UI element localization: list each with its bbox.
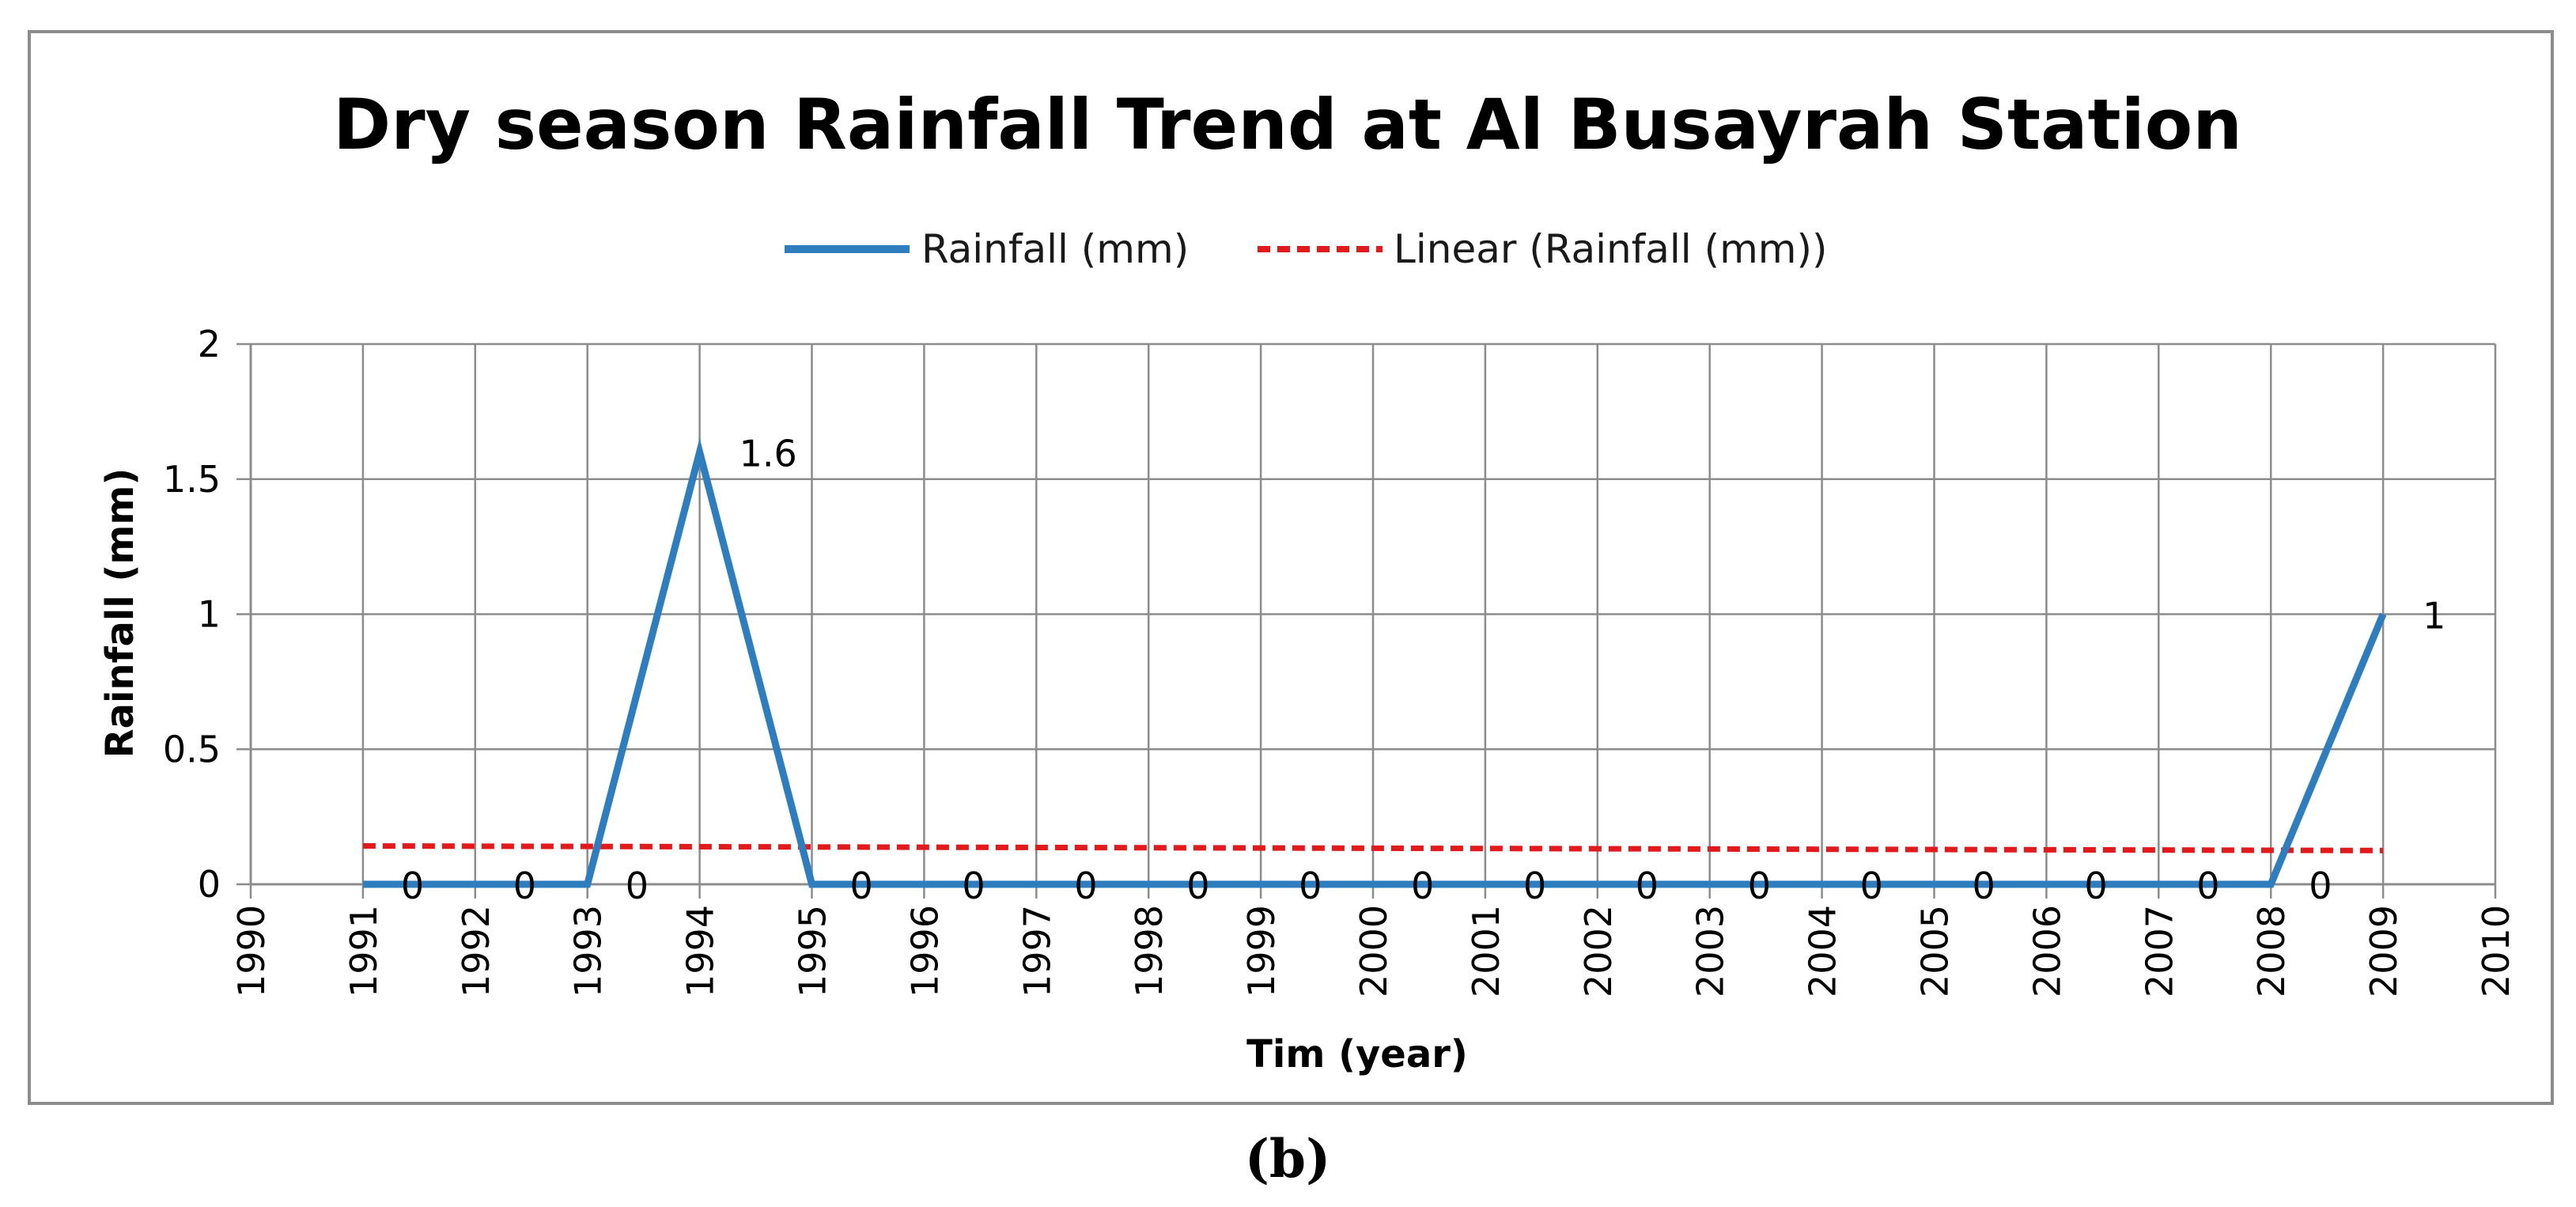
data-label: 0 (962, 865, 985, 907)
x-tick-label: 2010 (2475, 905, 2517, 997)
data-label: 0 (1860, 865, 1883, 907)
data-label: 0 (1523, 865, 1546, 907)
x-tick-label: 2002 (1577, 905, 1620, 997)
x-axis-title: Tim (year) (1246, 1032, 1468, 1076)
figure-caption: (b) (1245, 1128, 1331, 1190)
data-label: 0 (1074, 865, 1097, 907)
x-tick-label: 1998 (1128, 905, 1171, 997)
x-tick-label: 1994 (679, 905, 722, 997)
x-tick-label: 2003 (1689, 905, 1732, 997)
data-label: 1 (2423, 595, 2445, 638)
x-tick-label: 2008 (2250, 905, 2293, 997)
data-label: 0 (2196, 865, 2219, 907)
data-label: 0 (626, 865, 649, 907)
data-label: 0 (1299, 865, 1322, 907)
grid-lines (251, 344, 2495, 884)
chart-title: Dry season Rainfall Trend at Al Busayrah… (333, 84, 2242, 165)
data-label: 0 (850, 865, 873, 907)
legend-label-rainfall: Rainfall (mm) (921, 226, 1189, 272)
x-tick-label: 2004 (1802, 905, 1844, 997)
data-label: 0 (1411, 865, 1434, 907)
data-label: 0 (1186, 865, 1209, 907)
y-axis-title: Rainfall (mm) (98, 468, 142, 759)
x-tick-label: 2009 (2362, 905, 2405, 997)
x-tick-label: 1999 (1240, 905, 1283, 997)
x-tick-label: 1993 (567, 905, 610, 997)
data-label: 0 (1636, 865, 1659, 907)
x-tick-label: 1990 (230, 905, 273, 997)
data-label: 0 (401, 865, 424, 907)
x-tick-label: 1991 (342, 905, 385, 997)
data-label: 0 (2309, 865, 2332, 907)
x-tick-label: 1992 (455, 905, 497, 997)
x-tick-label: 2005 (1914, 905, 1957, 997)
x-tick-label: 2000 (1352, 905, 1395, 997)
data-label: 0 (1748, 865, 1771, 907)
x-tick-label: 2007 (2138, 905, 2181, 997)
data-label: 0 (513, 865, 536, 907)
y-tick-label: 2 (198, 323, 221, 365)
legend-label-linear-trend: Linear (Rainfall (mm)) (1394, 226, 1828, 272)
y-tick-label: 0 (198, 863, 221, 906)
x-tick-label: 1997 (1016, 905, 1058, 997)
x-tick-label: 2006 (2026, 905, 2068, 997)
x-tick-label: 1995 (792, 905, 834, 997)
y-tick-label: 1 (198, 593, 221, 636)
x-tick-label: 2001 (1465, 905, 1507, 997)
rainfall-chart: Dry season Rainfall Trend at Al Busayrah… (0, 0, 2576, 1207)
y-tick-label: 0.5 (163, 728, 221, 770)
y-tick-label: 1.5 (163, 458, 221, 501)
data-label: 0 (1973, 865, 1995, 907)
data-label: 0 (2084, 865, 2107, 907)
data-label: 1.6 (740, 433, 797, 475)
x-tick-label: 1996 (903, 905, 946, 997)
